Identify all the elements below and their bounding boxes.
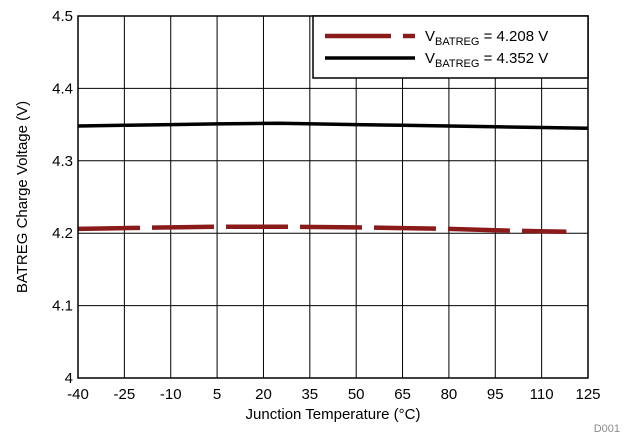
y-axis-title: BATREG Charge Voltage (V) bbox=[14, 101, 31, 293]
x-tick-label: -10 bbox=[160, 386, 182, 403]
y-tick-label: 4 bbox=[65, 370, 73, 387]
x-tick-label: 125 bbox=[575, 386, 600, 403]
y-tick-label: 4.5 bbox=[52, 8, 73, 25]
legend-box bbox=[312, 15, 589, 79]
x-tick-label: 80 bbox=[441, 386, 458, 403]
series-line-1 bbox=[77, 224, 567, 235]
x-tick-label: -40 bbox=[67, 386, 89, 403]
x-tick-label: 110 bbox=[530, 386, 554, 403]
legend-label-1: VBATREG = 4.208 V bbox=[425, 28, 548, 48]
x-tick-label: 65 bbox=[394, 386, 411, 403]
legend-label-2: VBATREG = 4.352 V bbox=[425, 50, 548, 70]
x-axis-title: Junction Temperature (°C) bbox=[246, 406, 421, 423]
x-tick-labels: -40 -25 -10 5 20 35 50 65 80 95 110 125 bbox=[67, 386, 600, 403]
series-group bbox=[77, 121, 589, 235]
x-tick-label: 95 bbox=[487, 386, 504, 403]
y-tick-label: 4.2 bbox=[52, 225, 73, 242]
y-tick-label: 4.3 bbox=[52, 153, 73, 170]
x-tick-label: 50 bbox=[348, 386, 365, 403]
y-tick-label: 4.1 bbox=[52, 298, 73, 315]
x-tick-label: 5 bbox=[213, 386, 221, 403]
y-tick-labels: 4 4.1 4.2 4.3 4.4 4.5 bbox=[52, 8, 73, 387]
x-tick-label: -25 bbox=[114, 386, 136, 403]
series-line-2 bbox=[77, 121, 589, 130]
figure-id-label: D001 bbox=[594, 423, 620, 434]
x-tick-label: 35 bbox=[301, 386, 318, 403]
x-tick-label: 20 bbox=[255, 386, 272, 403]
y-tick-label: 4.4 bbox=[52, 80, 73, 97]
